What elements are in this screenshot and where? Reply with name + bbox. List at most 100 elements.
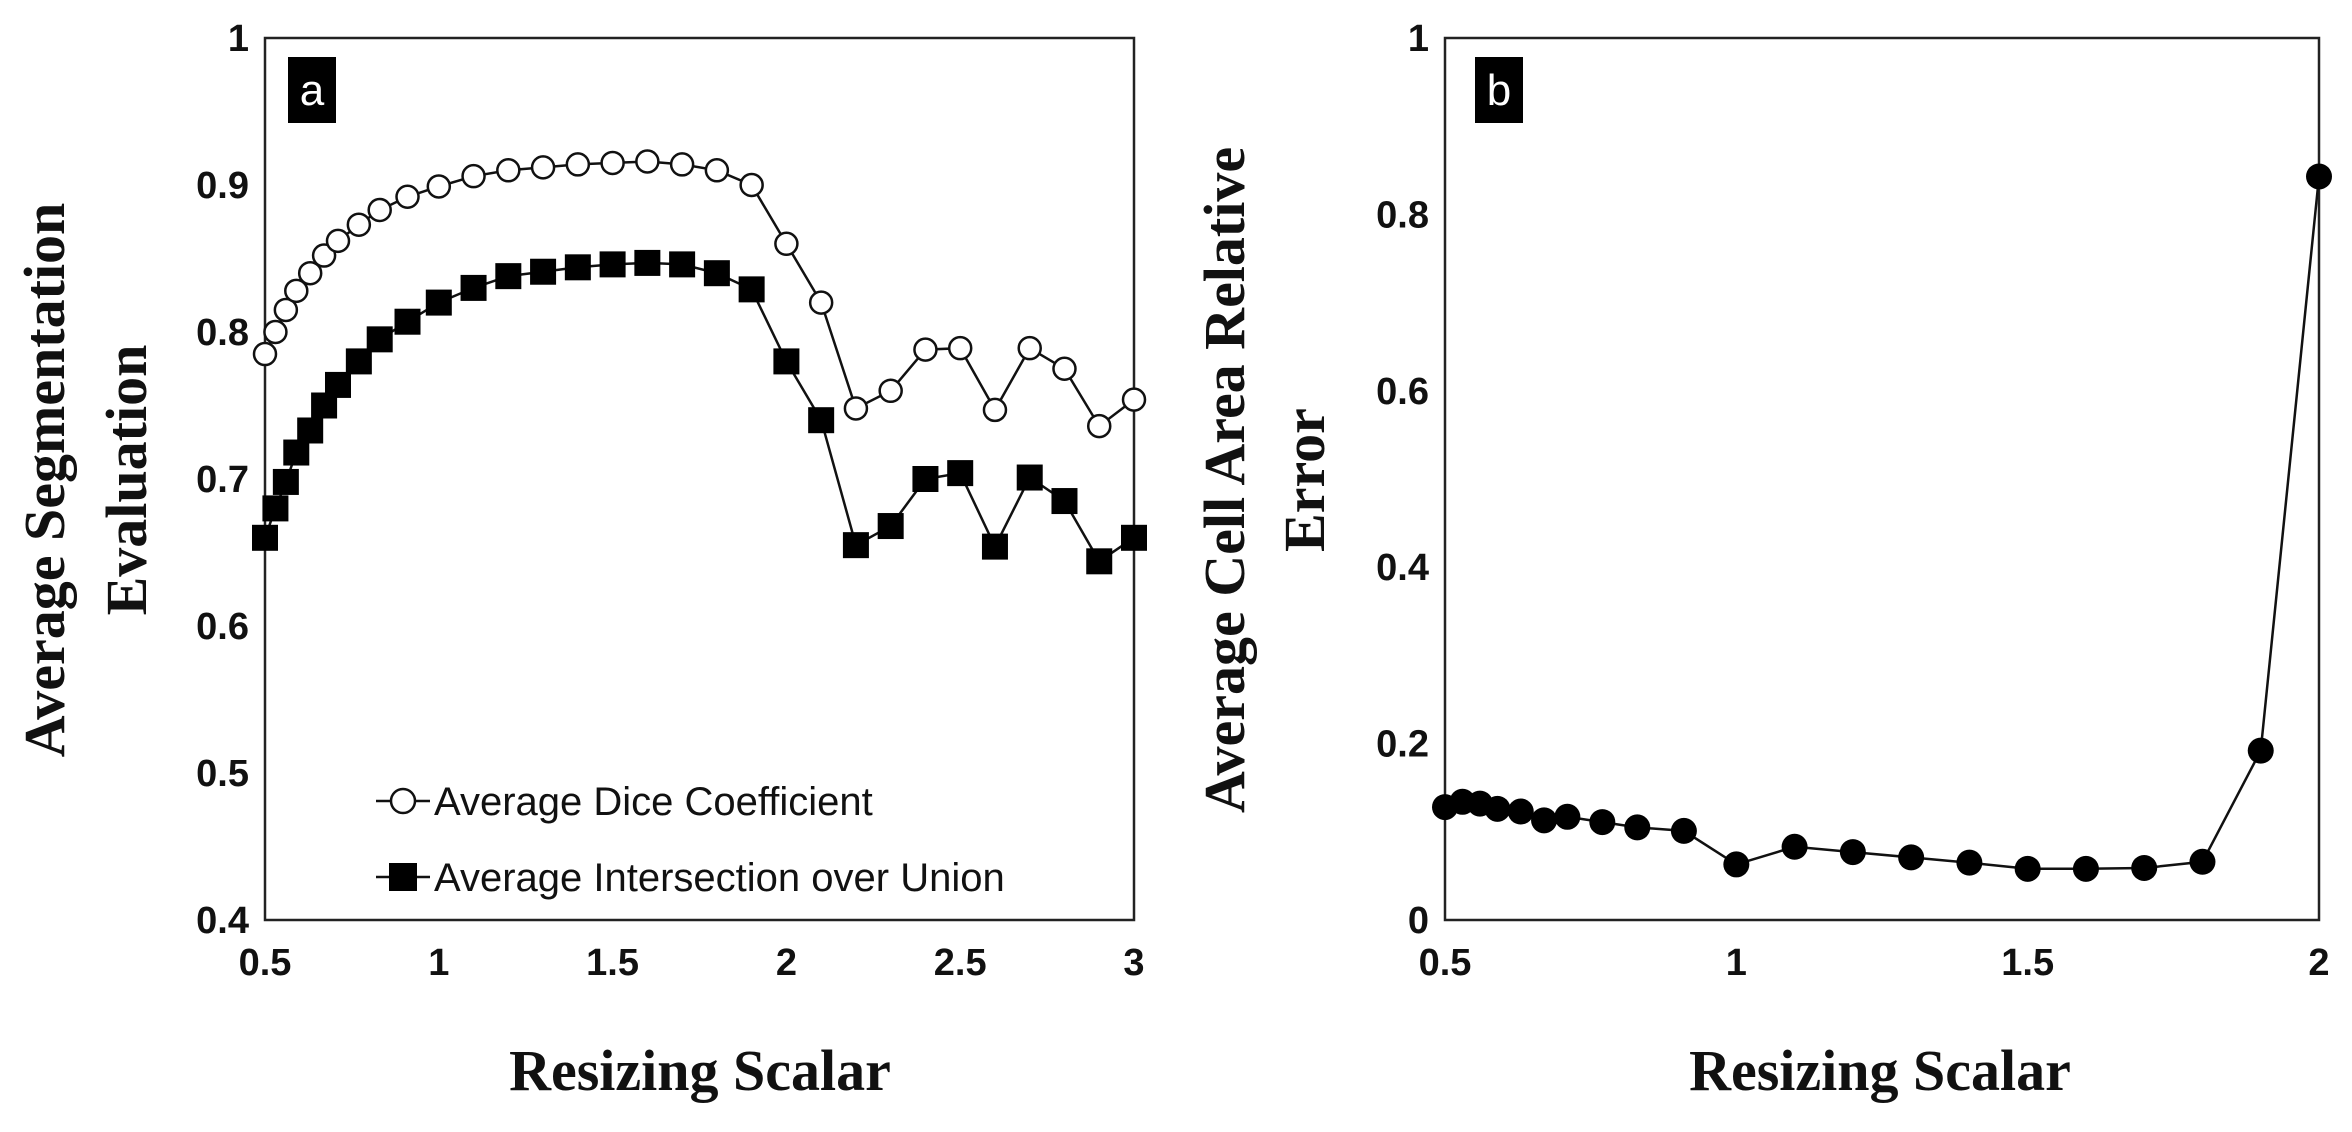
- iou-point: [738, 276, 765, 303]
- dice-point: [426, 174, 452, 199]
- iou-point: [272, 468, 299, 495]
- dice-point: [669, 152, 695, 177]
- area-error-point: [1589, 809, 1616, 836]
- iou-point: [634, 249, 661, 276]
- iou-point: [1086, 548, 1113, 575]
- area-error-point: [1670, 817, 1697, 844]
- iou-point: [394, 308, 421, 335]
- panel-a-y-tick-label: 0.6: [196, 606, 249, 648]
- dice-point: [565, 152, 591, 177]
- panel-b-series: [1432, 163, 2332, 882]
- iou-point: [703, 260, 730, 287]
- dice-point: [311, 243, 337, 268]
- iou-point: [1016, 464, 1043, 491]
- iou-point: [877, 513, 904, 540]
- iou-point: [297, 417, 324, 444]
- dice-point: [461, 163, 486, 189]
- panel-a-series: [252, 149, 1147, 575]
- dice-point: [325, 228, 351, 254]
- iou-point: [842, 532, 869, 559]
- legend-dice-marker: [389, 787, 417, 815]
- dice-point: [1086, 413, 1112, 439]
- iou-point: [1051, 488, 1078, 515]
- panel-b-y-tick-label: 1: [1408, 18, 1429, 60]
- iou-point: [1121, 524, 1147, 551]
- panel-a-y-axis-title-line-1: Average Segmentation: [12, 203, 77, 758]
- legend-dice-label: Average Dice Coefficient: [434, 780, 873, 824]
- panel-b-x-tick-label: 0.5: [1419, 942, 1472, 984]
- dice-point: [843, 396, 869, 421]
- iou-point: [262, 495, 289, 522]
- dice-point: [774, 231, 799, 257]
- dice-point: [913, 337, 938, 362]
- dice-point: [273, 297, 299, 323]
- area-error-point: [2306, 163, 2332, 190]
- dice-point: [739, 172, 764, 198]
- dice-point: [284, 278, 309, 304]
- dice-point: [1052, 356, 1077, 381]
- iou-point: [495, 263, 522, 290]
- panel-a-x-tick-label: 3: [1123, 942, 1144, 984]
- area-error-point: [2014, 855, 2041, 882]
- panel-a-label: a: [300, 66, 325, 115]
- area-error-point: [2131, 854, 2158, 881]
- iou-point: [252, 524, 278, 551]
- dice-point: [1121, 387, 1147, 412]
- panel-a-x-tick-label: 1: [428, 942, 449, 984]
- panel-b-x-tick-label: 1.5: [2001, 942, 2054, 984]
- area-error-point: [1723, 851, 1750, 878]
- panel-a-y-tick-label: 0.9: [196, 165, 249, 207]
- dice-point: [808, 290, 834, 315]
- panel-a-x-tick-label: 1.5: [586, 942, 639, 984]
- dice-point: [530, 155, 556, 180]
- panel-a-y-tick-label: 0.7: [196, 459, 249, 501]
- dice-point: [947, 335, 973, 361]
- panel-a-x-tick-label: 2.5: [934, 942, 987, 984]
- iou-point: [324, 371, 351, 398]
- area-error-point: [1956, 849, 1983, 876]
- iou-point: [981, 533, 1008, 560]
- iou-point: [530, 258, 557, 285]
- panel-b-chart: 0 0.2 0.4 0.6 0.8 1 0.5 1 1.5 2 b Resizing Scala…: [1192, 18, 2332, 1103]
- area-error-point: [1839, 839, 1866, 866]
- legend-iou-marker: [389, 863, 417, 891]
- iou-point: [773, 348, 800, 375]
- dice-point: [1017, 335, 1042, 361]
- panel-a-x-tick-label: 2: [776, 942, 797, 984]
- area-error-point: [1898, 844, 1925, 871]
- area-error-point: [1484, 795, 1511, 822]
- iou-point: [345, 348, 372, 375]
- panel-b-x-ticks: 0.5 1 1.5 2: [1419, 942, 2330, 984]
- panel-a-x-tick-label: 0.5: [239, 942, 292, 984]
- panel-b-y-tick-label: 0.4: [1376, 547, 1429, 589]
- iou-point: [599, 251, 626, 278]
- area-error-point: [1507, 798, 1534, 825]
- iou-point: [425, 289, 452, 316]
- panel-b-y-tick-label: 0.6: [1376, 371, 1429, 413]
- panel-a-x-axis-title: Resizing Scalar: [509, 1038, 891, 1103]
- area-error-point: [1624, 814, 1651, 841]
- iou-point: [564, 254, 591, 281]
- panel-a-y-tick-label: 0.8: [196, 312, 249, 354]
- panel-a-y-tick-label: 1: [228, 18, 249, 60]
- iou-point: [460, 274, 487, 301]
- panel-a-y-tick-label: 0.5: [196, 753, 249, 795]
- dice-point: [367, 197, 392, 223]
- dice-point: [395, 184, 420, 210]
- area-error-point: [1554, 803, 1581, 830]
- dice-point: [346, 212, 372, 237]
- area-error-point: [1781, 833, 1808, 860]
- panel-b-label-box: [1475, 57, 1523, 123]
- iou-point: [808, 407, 835, 434]
- panel-b-label: b: [1487, 66, 1511, 115]
- panel-b-x-axis-title: Resizing Scalar: [1689, 1038, 2071, 1103]
- panel-a-y-axis-title-line-2: Evaluation: [94, 345, 159, 616]
- iou-point: [947, 460, 974, 487]
- panel-a-plot-frame: [263, 36, 1136, 922]
- legend-iou-label: Average Intersection over Union: [434, 856, 1005, 900]
- area-error-point: [2189, 848, 2216, 875]
- panel-a-label-box: [288, 57, 336, 123]
- area-error-point: [1531, 807, 1558, 834]
- panel-b-series-0-line: [1444, 176, 2321, 871]
